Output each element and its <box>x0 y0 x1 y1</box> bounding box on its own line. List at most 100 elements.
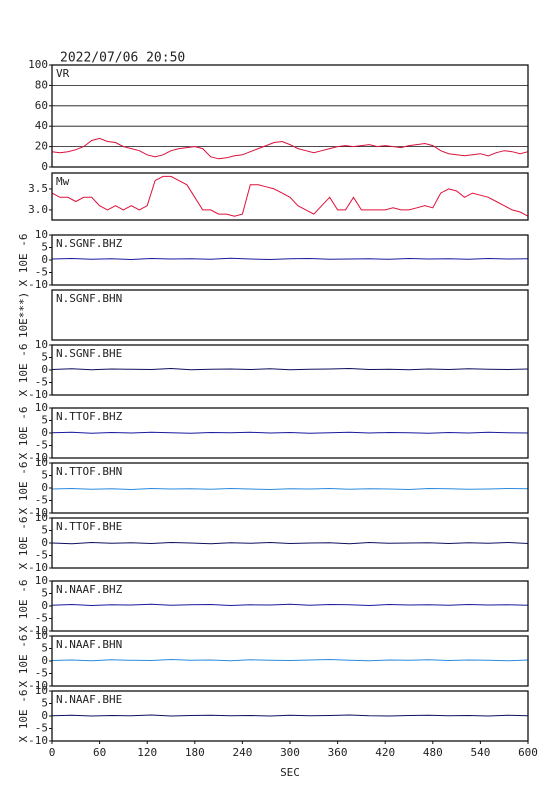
x-tick-label: 0 <box>49 746 56 759</box>
y-tick-label: 5 <box>41 697 48 710</box>
trace <box>51 603 529 607</box>
y-tick-label: -10 <box>28 734 48 747</box>
panel-label: VR <box>56 67 70 80</box>
y-axis-label: X 10E -6 <box>17 517 30 570</box>
y-tick-label: 10 <box>35 228 48 241</box>
x-axis-label: SEC <box>280 766 300 779</box>
panel-frame <box>51 64 529 168</box>
panel-label: Mw <box>56 175 70 188</box>
y-axis-label: X 10E -6 <box>17 462 30 515</box>
panel-frame <box>51 172 529 221</box>
y-tick-label: 0 <box>41 426 48 439</box>
panel-label: N.TTOF.BHE <box>56 520 122 533</box>
y-tick-label: 0 <box>41 709 48 722</box>
y-tick-label: 60 <box>35 99 48 112</box>
y-tick-label: 5 <box>41 469 48 482</box>
y-tick-label: 3.5 <box>28 182 48 195</box>
trace <box>51 714 529 717</box>
y-axis-label: X 10E -6 <box>17 690 30 743</box>
y-tick-label: -5 <box>35 439 48 452</box>
x-tick-label: 180 <box>185 746 205 759</box>
x-tick-label: 600 <box>518 746 538 759</box>
chart-title: 2022/07/06 20:50 <box>60 51 185 66</box>
y-tick-label: -10 <box>28 506 48 519</box>
y-tick-label: 10 <box>35 684 48 697</box>
y-tick-label: 20 <box>35 140 48 153</box>
panel-frame <box>51 580 529 632</box>
y-tick-label: 0 <box>41 536 48 549</box>
trace <box>51 431 529 434</box>
x-tick-label: 300 <box>280 746 300 759</box>
y-tick-label: -5 <box>35 722 48 735</box>
panel-frame <box>51 517 529 569</box>
x-tick-label: 540 <box>470 746 490 759</box>
y-axis-label: 10E***) <box>17 292 30 338</box>
y-tick-label: 5 <box>41 587 48 600</box>
y-tick-label: -5 <box>35 266 48 279</box>
y-tick-label: -10 <box>28 388 48 401</box>
y-tick-label: -10 <box>28 561 48 574</box>
panel-frame <box>51 635 529 687</box>
trace <box>51 175 529 217</box>
y-tick-label: 5 <box>41 241 48 254</box>
y-tick-label: 10 <box>35 338 48 351</box>
x-tick-label: 120 <box>137 746 157 759</box>
y-tick-label: -5 <box>35 667 48 680</box>
trace <box>51 541 529 545</box>
y-axis-label: X 10E -6 <box>17 635 30 688</box>
trace <box>51 367 529 371</box>
y-axis-label: X 10E -6 <box>17 234 30 287</box>
panel-label: N.SGNF.BHN <box>56 292 122 305</box>
x-tick-label: 480 <box>423 746 443 759</box>
y-axis-label: X 10E -6 <box>17 580 30 633</box>
y-tick-label: 0 <box>41 253 48 266</box>
y-tick-label: 5 <box>41 524 48 537</box>
y-axis-label: X 10E -6 <box>17 344 30 397</box>
y-tick-label: -5 <box>35 494 48 507</box>
y-tick-label: -10 <box>28 624 48 637</box>
y-tick-label: 10 <box>35 511 48 524</box>
y-tick-label: 10 <box>35 401 48 414</box>
y-tick-label: 0 <box>41 363 48 376</box>
panel-frame <box>51 344 529 396</box>
y-tick-label: 3.0 <box>28 203 48 216</box>
panel-frame <box>51 234 529 286</box>
x-tick-label: 60 <box>93 746 106 759</box>
panel-label: N.NAAF.BHZ <box>56 583 123 596</box>
trace <box>51 257 529 261</box>
y-tick-label: -10 <box>28 451 48 464</box>
y-tick-label: -10 <box>28 278 48 291</box>
y-tick-label: 0 <box>41 654 48 667</box>
y-tick-label: 5 <box>41 351 48 364</box>
panel-label: N.SGNF.BHE <box>56 347 122 360</box>
trace <box>51 658 529 662</box>
y-tick-label: 5 <box>41 414 48 427</box>
y-tick-label: 0 <box>41 599 48 612</box>
y-tick-label: -5 <box>35 612 48 625</box>
y-tick-label: 10 <box>35 574 48 587</box>
y-tick-label: 10 <box>35 456 48 469</box>
y-tick-label: 10 <box>35 629 48 642</box>
y-axis-label: X 10E -6 <box>17 407 30 460</box>
x-tick-label: 360 <box>328 746 348 759</box>
x-tick-label: 240 <box>232 746 252 759</box>
y-tick-label: 100 <box>28 58 48 71</box>
y-tick-label: -5 <box>35 549 48 562</box>
y-tick-label: 0 <box>41 481 48 494</box>
y-tick-label: 40 <box>35 119 48 132</box>
y-tick-label: -5 <box>35 376 48 389</box>
trace <box>51 137 529 160</box>
panel-frame <box>51 289 529 341</box>
panel-label: N.TTOF.BHZ <box>56 410 123 423</box>
panel-frame <box>51 407 529 459</box>
y-tick-label: 5 <box>41 642 48 655</box>
y-tick-label: 0 <box>41 160 48 173</box>
panel-label: N.SGNF.BHZ <box>56 237 123 250</box>
x-tick-label: 420 <box>375 746 395 759</box>
panel-label: N.TTOF.BHN <box>56 465 122 478</box>
panel-frame <box>51 462 529 514</box>
panel-label: N.NAAF.BHE <box>56 693 122 706</box>
y-tick-label: 80 <box>35 78 48 91</box>
